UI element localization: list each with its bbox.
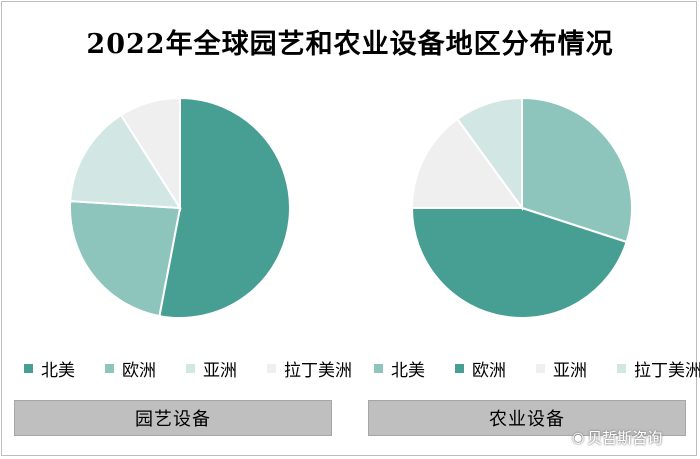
legend-label: 北美 <box>41 360 75 381</box>
legend-label: 亚洲 <box>553 360 587 381</box>
legend-item-0-1: 欧洲 <box>105 356 156 381</box>
caption-agriculture: 农业设备 <box>368 400 686 436</box>
legend-item-0-2: 亚洲 <box>186 356 237 381</box>
pie-chart-garden <box>69 96 291 319</box>
weibo-icon: ◉ <box>572 429 585 446</box>
pie-slice-1-3 <box>455 96 523 212</box>
legend-swatch <box>374 363 383 373</box>
legend-label: 拉丁美洲 <box>634 360 700 381</box>
legend-label: 拉丁美洲 <box>284 360 352 381</box>
watermark: ◉ 贝哲斯咨询 <box>572 427 662 448</box>
pie-slice-0-1 <box>69 200 182 318</box>
legend-item-0-0: 北美 <box>24 356 75 381</box>
legend-label: 北美 <box>391 360 425 381</box>
legend-label: 亚洲 <box>203 360 237 381</box>
caption-garden: 园艺设备 <box>14 400 332 436</box>
legend-swatch <box>267 363 276 373</box>
pie-slice-0-0 <box>158 96 291 319</box>
legend-item-0-3: 拉丁美洲 <box>267 356 352 381</box>
legend-item-1-0: 北美 <box>374 356 425 381</box>
pie-slice-1-0 <box>521 96 634 244</box>
legend-item-1-3: 拉丁美洲 <box>617 356 700 381</box>
legend-label: 欧洲 <box>472 360 506 381</box>
legend-swatch <box>105 363 114 373</box>
legend-swatch <box>186 363 195 373</box>
pie-chart-agriculture <box>410 96 634 320</box>
legend-item-1-2: 亚洲 <box>536 356 587 381</box>
legend-label: 欧洲 <box>122 360 156 381</box>
legend-swatch <box>455 363 464 373</box>
pie-slice-0-3 <box>119 96 181 212</box>
pie-slice-1-1 <box>410 207 628 320</box>
legend-item-1-1: 欧洲 <box>455 356 506 381</box>
legend-swatch <box>24 363 33 373</box>
legend-swatch <box>536 363 545 373</box>
pie-slice-0-2 <box>69 113 182 210</box>
chart-title: 2022年全球园艺和农业设备地区分布情况 <box>86 29 614 60</box>
legend-garden: 北美 欧洲 亚洲 拉丁美洲 <box>24 356 382 381</box>
pie-slice-1-2 <box>410 117 524 209</box>
legend-swatch <box>617 363 626 373</box>
watermark-text: 贝哲斯咨询 <box>587 429 663 447</box>
legend-agriculture: 北美 欧洲 亚洲 拉丁美洲 <box>374 356 700 381</box>
